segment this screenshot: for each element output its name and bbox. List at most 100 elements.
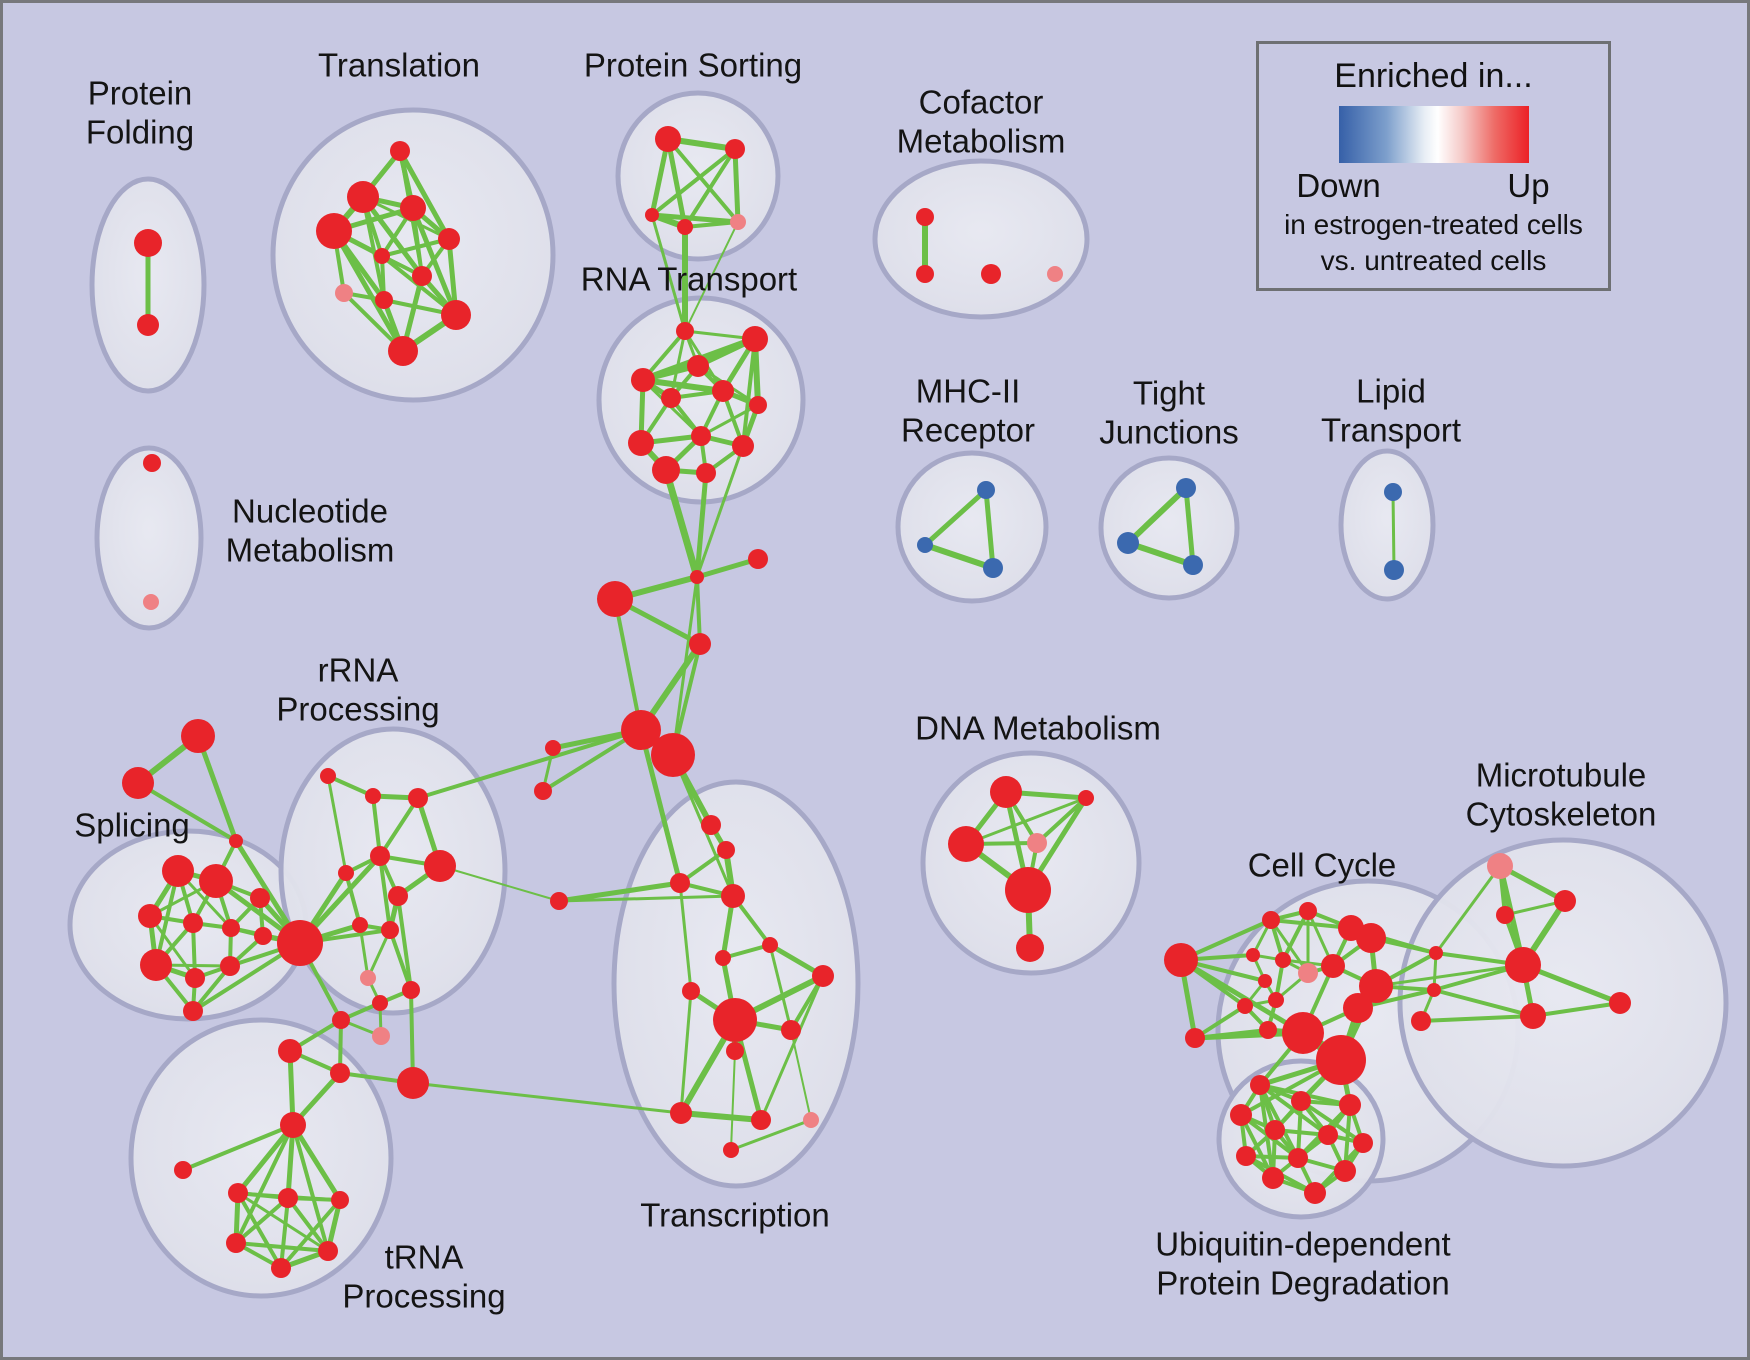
node-d3 xyxy=(1027,833,1047,853)
edge-tj0-tj2 xyxy=(1183,485,1196,568)
edge-cc2-cc11 xyxy=(1269,918,1353,930)
edge-d1-d2 xyxy=(964,796,1088,846)
cluster-ellipse-rrna-processing xyxy=(278,726,508,1016)
edge-ps0-ps3 xyxy=(665,136,688,230)
node-r11 xyxy=(696,463,716,483)
node-cc9 xyxy=(1268,992,1284,1008)
node-li0 xyxy=(1384,483,1402,501)
legend-gradient-bar xyxy=(1338,106,1529,163)
node-sp4 xyxy=(222,919,240,937)
edge-tll-tc2 xyxy=(556,880,683,904)
node-d1 xyxy=(1078,790,1094,806)
node-sp3 xyxy=(183,913,203,933)
node-t6 xyxy=(412,266,432,286)
node-rbp xyxy=(372,1027,390,1045)
node-tn5 xyxy=(271,1258,291,1278)
edge-j0-nr xyxy=(694,556,761,580)
edge-ps1-ps2 xyxy=(650,147,737,217)
edge-th-tn4 xyxy=(291,1123,330,1253)
node-rr15 xyxy=(397,1067,429,1099)
node-cc3 xyxy=(1299,902,1317,920)
edge-rr1-rr4 xyxy=(371,794,382,858)
edge-cc14-m3 xyxy=(1374,963,1525,988)
edge-th-tn0 xyxy=(235,1122,296,1196)
node-mh1 xyxy=(917,537,933,553)
node-rr8 xyxy=(381,921,399,939)
node-sp7 xyxy=(220,956,240,976)
legend-title: Enriched in... xyxy=(1334,57,1533,95)
node-sph xyxy=(277,920,323,966)
edge-rr2-h1 xyxy=(416,728,643,800)
node-x9 xyxy=(723,1142,739,1158)
edge-rr2-rr4 xyxy=(378,796,420,858)
node-x2 xyxy=(682,982,700,1000)
node-u11 xyxy=(1304,1182,1326,1204)
node-tc0 xyxy=(701,815,721,835)
node-r4 xyxy=(661,388,681,408)
edge-tn2-tn5 xyxy=(279,1198,342,1270)
node-rr6 xyxy=(388,886,408,906)
node-tc2 xyxy=(670,873,690,893)
edge-rr3-tll xyxy=(439,865,560,902)
edge-cc3-cc5 xyxy=(1281,909,1310,962)
edge-mh0-mh1 xyxy=(922,487,989,548)
edge-tn1-tn3 xyxy=(234,1196,290,1245)
edge-rr8-rr10 xyxy=(388,928,413,992)
legend-up-label: Up xyxy=(1507,167,1550,204)
edge-tn0-tn5 xyxy=(236,1191,283,1270)
node-cm0 xyxy=(916,208,934,226)
legend-scale-row: Down Up xyxy=(1296,167,1549,207)
node-d4 xyxy=(1005,867,1051,913)
edge-mh1-mh2 xyxy=(922,542,996,571)
cluster-ellipse-lipid-transport xyxy=(1338,448,1436,602)
edge-x1-x4 xyxy=(768,943,793,1032)
edge-tj0-tj1 xyxy=(1125,485,1189,546)
node-cc14 xyxy=(1359,969,1393,1003)
node-d5 xyxy=(1016,934,1044,962)
edge-tc2-x2 xyxy=(678,881,693,993)
edge-bn-h1 xyxy=(613,597,643,732)
edge-th-ti xyxy=(181,1123,295,1172)
node-cm1 xyxy=(916,265,934,283)
node-tj0 xyxy=(1176,478,1196,498)
node-nu1 xyxy=(143,594,159,610)
edge-jx1-m4 xyxy=(1432,988,1535,1018)
edge-ps3-ps4 xyxy=(683,220,740,229)
node-tll xyxy=(550,892,568,910)
node-r2 xyxy=(687,355,709,377)
node-t0 xyxy=(390,141,410,161)
edge-rr0-rr5 xyxy=(326,774,348,875)
node-tn3 xyxy=(226,1233,246,1253)
node-tc1 xyxy=(717,841,735,859)
node-x5 xyxy=(726,1042,744,1060)
edge-jx0-m0 xyxy=(1434,864,1502,955)
node-jx1 xyxy=(1427,983,1441,997)
node-cc4 xyxy=(1246,948,1260,962)
edge-tn1-tn4 xyxy=(286,1196,330,1253)
node-sc xyxy=(229,834,243,848)
cluster-ellipse-dna-metabolism xyxy=(920,750,1142,976)
edge-j0-h2 xyxy=(671,575,699,757)
edge-ps4-r0 xyxy=(684,221,739,332)
legend-down-label: Down xyxy=(1296,167,1381,204)
node-u3 xyxy=(1230,1104,1252,1126)
node-nr xyxy=(748,549,768,569)
edge-h1-tc2 xyxy=(638,727,683,886)
node-m6 xyxy=(1411,1011,1431,1031)
edge-rr0-rr1 xyxy=(326,774,375,798)
edge-r11-j0 xyxy=(694,470,709,580)
node-ps4 xyxy=(730,214,746,230)
node-t9 xyxy=(441,300,471,330)
node-u6 xyxy=(1318,1125,1338,1145)
legend-box: Enriched in... Down Up in estrogen-treat… xyxy=(1256,41,1611,291)
node-x8 xyxy=(803,1112,819,1128)
node-u0 xyxy=(1250,1075,1270,1095)
edge-x3-x7 xyxy=(759,974,825,1122)
node-sp0 xyxy=(162,855,194,887)
edge-rr6-rr10 xyxy=(396,894,413,992)
cluster-ellipse-nucleotide-metabolism xyxy=(94,445,204,631)
node-t1 xyxy=(347,181,379,213)
cluster-ellipse-mhc-ii-receptor xyxy=(895,450,1049,604)
node-r8 xyxy=(691,426,711,446)
node-x1 xyxy=(762,937,778,953)
